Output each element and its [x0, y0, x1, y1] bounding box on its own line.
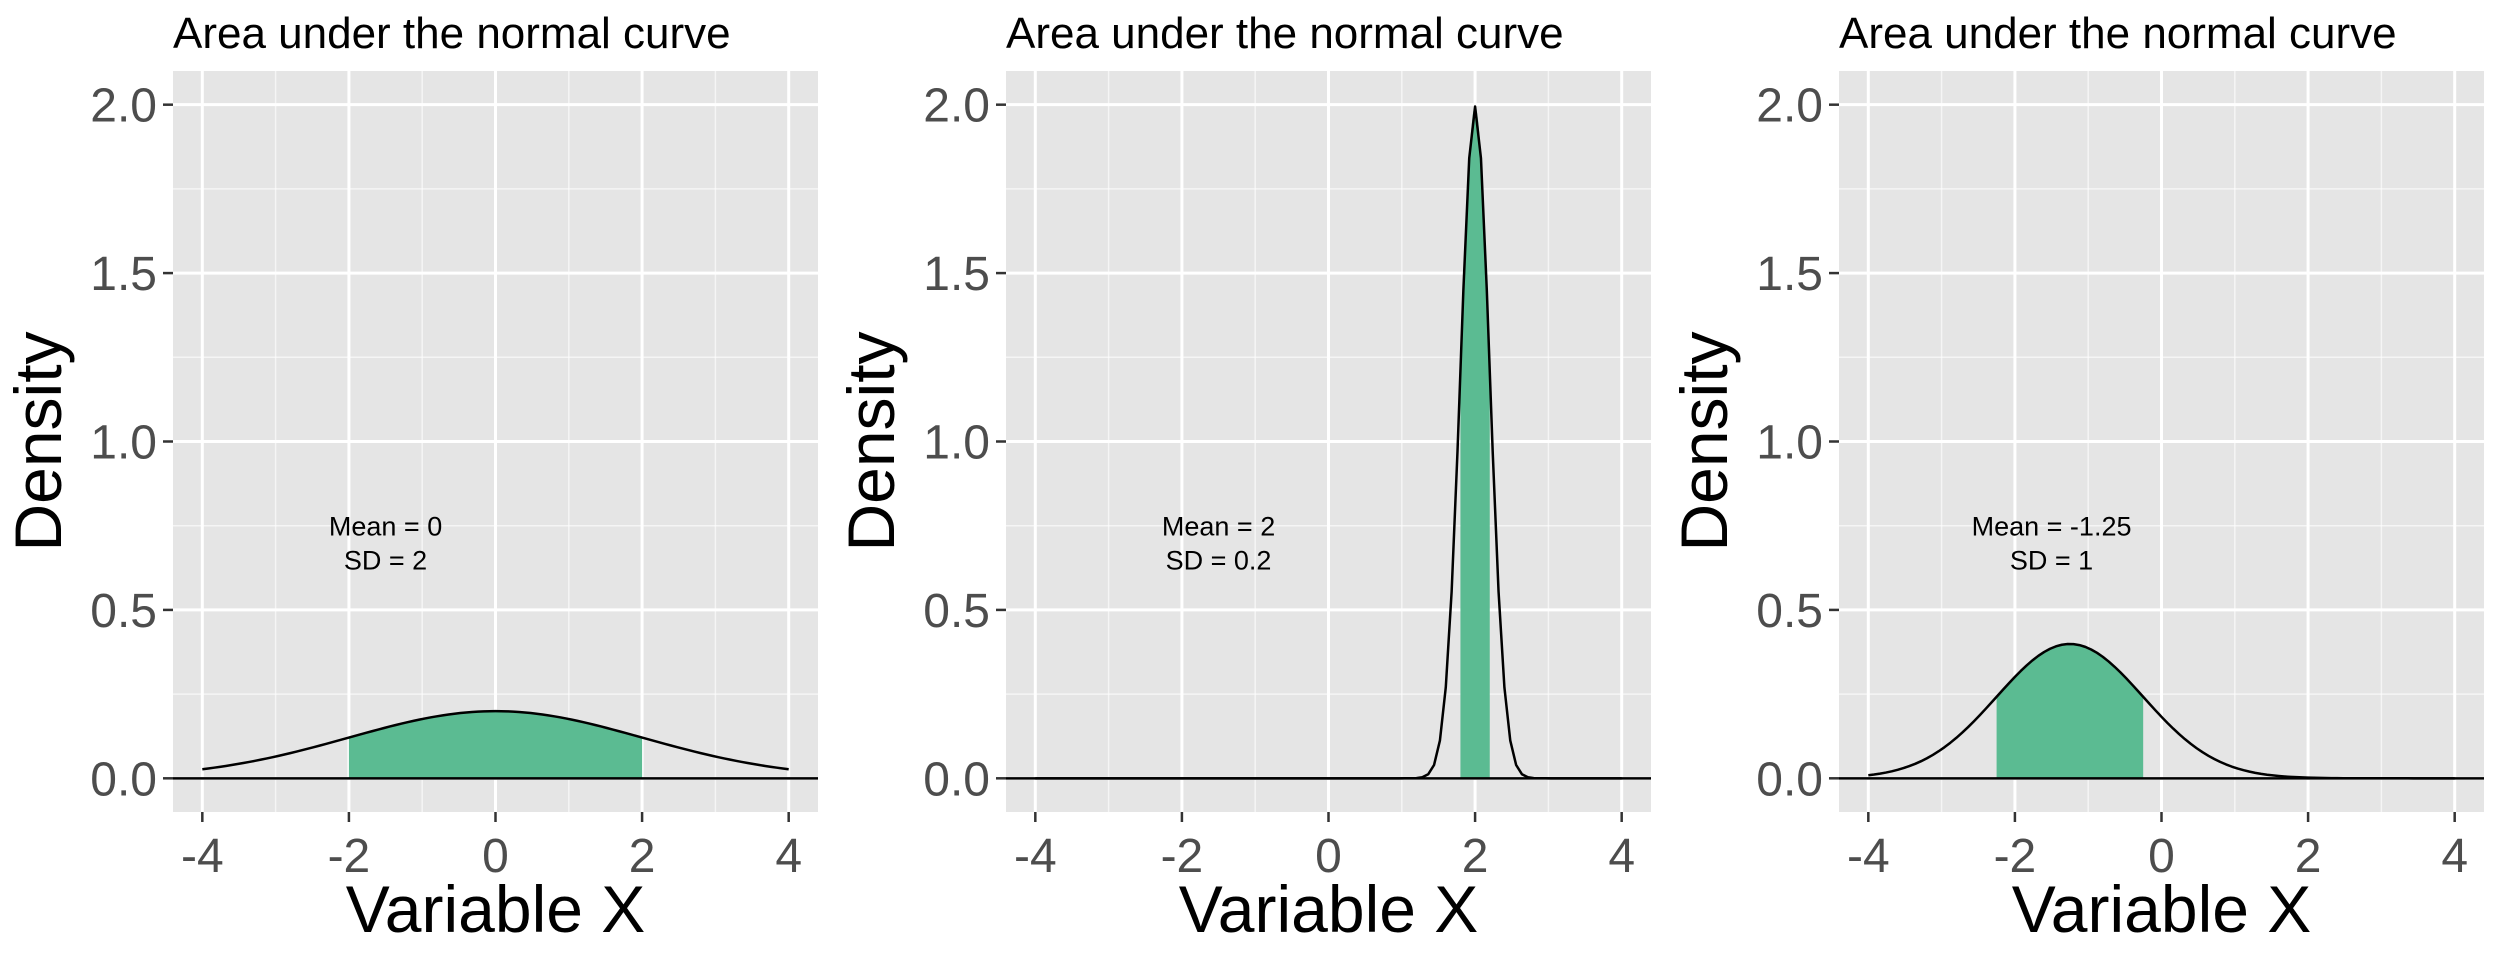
chart-1-x-tick-label: 0	[482, 830, 509, 883]
chart-2-y-axis-title: Density	[834, 331, 908, 551]
chart-1-x-axis-title: Variable X	[346, 872, 646, 946]
chart-3-shaded-area	[1996, 643, 2144, 779]
chart-2-annotation-line: Mean = 2	[1162, 512, 1275, 542]
chart-3-panel: Mean = -1.25 SD = 1 -4 -2 0 2 4 0.0 0.5 1.0 1.5 2.0…	[1667, 9, 2484, 946]
chart-1-title: Area under the normal curve	[173, 9, 731, 58]
chart-2-y-tick-label: 1.0	[923, 417, 990, 470]
chart-3-x-tick-label: 2	[2295, 830, 2322, 883]
chart-2-y-tick-label: 1.5	[923, 248, 990, 301]
chart-1-y-tick-label: 0.5	[90, 585, 157, 638]
chart-1-y-tick-label: 1.5	[90, 248, 157, 301]
chart-3-y-tick-label: 1.5	[1756, 248, 1823, 301]
chart-3-x-axis-title: Variable X	[2012, 872, 2312, 946]
chart-2-x-tick-label: -2	[1161, 830, 1204, 883]
chart-1-y-tick-label: 0.0	[90, 753, 157, 806]
chart-1-y-tick-label: 1.0	[90, 417, 157, 470]
chart-1-panel: Mean = 0 SD = 2 -4 -2 0 2 4 0.0 0.5 1.0 1.5 2.0 Area…	[1, 9, 818, 946]
chart-1-shaded-area	[348, 711, 643, 779]
chart-1-annotation-line: Mean = 0	[329, 512, 442, 542]
chart-2-annotation-line: SD = 0.2	[1166, 546, 1272, 576]
chart-2-x-axis-title: Variable X	[1179, 872, 1479, 946]
chart-1-y-tick-label: 2.0	[90, 80, 157, 133]
chart-1-annotation-line: SD = 2	[344, 546, 427, 576]
chart-2-y-tick-label: 0.5	[923, 585, 990, 638]
chart-3-title: Area under the normal curve	[1839, 9, 2397, 58]
chart-3-x-tick-label: -2	[1994, 830, 2037, 883]
chart-3-y-tick-label: 0.5	[1756, 585, 1823, 638]
chart-1-density-curve	[202, 709, 789, 771]
chart-3-y-tick-label: 0.0	[1756, 753, 1823, 806]
chart-2-x-tick-label: 0	[1315, 830, 1342, 883]
chart-2-y-tick-label: 2.0	[923, 80, 990, 133]
chart-3-y-tick-label: 2.0	[1756, 80, 1823, 133]
chart-2-x-tick-label: -4	[1014, 830, 1057, 883]
chart-3-density-curve	[1868, 642, 2455, 780]
chart-3-y-axis-title: Density	[1667, 331, 1741, 551]
chart-2-shaded-area	[1460, 106, 1490, 779]
chart-2-title: Area under the normal curve	[1006, 9, 1564, 58]
chart-2-density-curve	[1035, 105, 1622, 780]
chart-3-y-tick-label: 1.0	[1756, 417, 1823, 470]
chart-3-x-tick-label: 0	[2148, 830, 2175, 883]
chart-3-annotation-line: SD = 1	[2010, 546, 2093, 576]
chart-3-x-tick-label: 4	[2441, 830, 2468, 883]
chart-1-x-tick-label: 4	[775, 830, 802, 883]
chart-1-x-tick-label: -4	[181, 830, 224, 883]
chart-2-x-tick-label: 4	[1608, 830, 1635, 883]
chart-3-annotation-line: Mean = -1.25	[1972, 512, 2132, 542]
chart-1-x-tick-label: 2	[629, 830, 656, 883]
chart-1-y-axis-title: Density	[1, 331, 75, 551]
chart-2-x-tick-label: 2	[1462, 830, 1489, 883]
chart-1-x-tick-label: -2	[328, 830, 371, 883]
chart-3-x-tick-label: -4	[1847, 830, 1890, 883]
chart-2-panel: Mean = 2 SD = 0.2 -4 -2 0 2 4 0.0 0.5 1.0 1.5 2.0 Ar…	[834, 9, 1651, 946]
chart-2-y-tick-label: 0.0	[923, 753, 990, 806]
